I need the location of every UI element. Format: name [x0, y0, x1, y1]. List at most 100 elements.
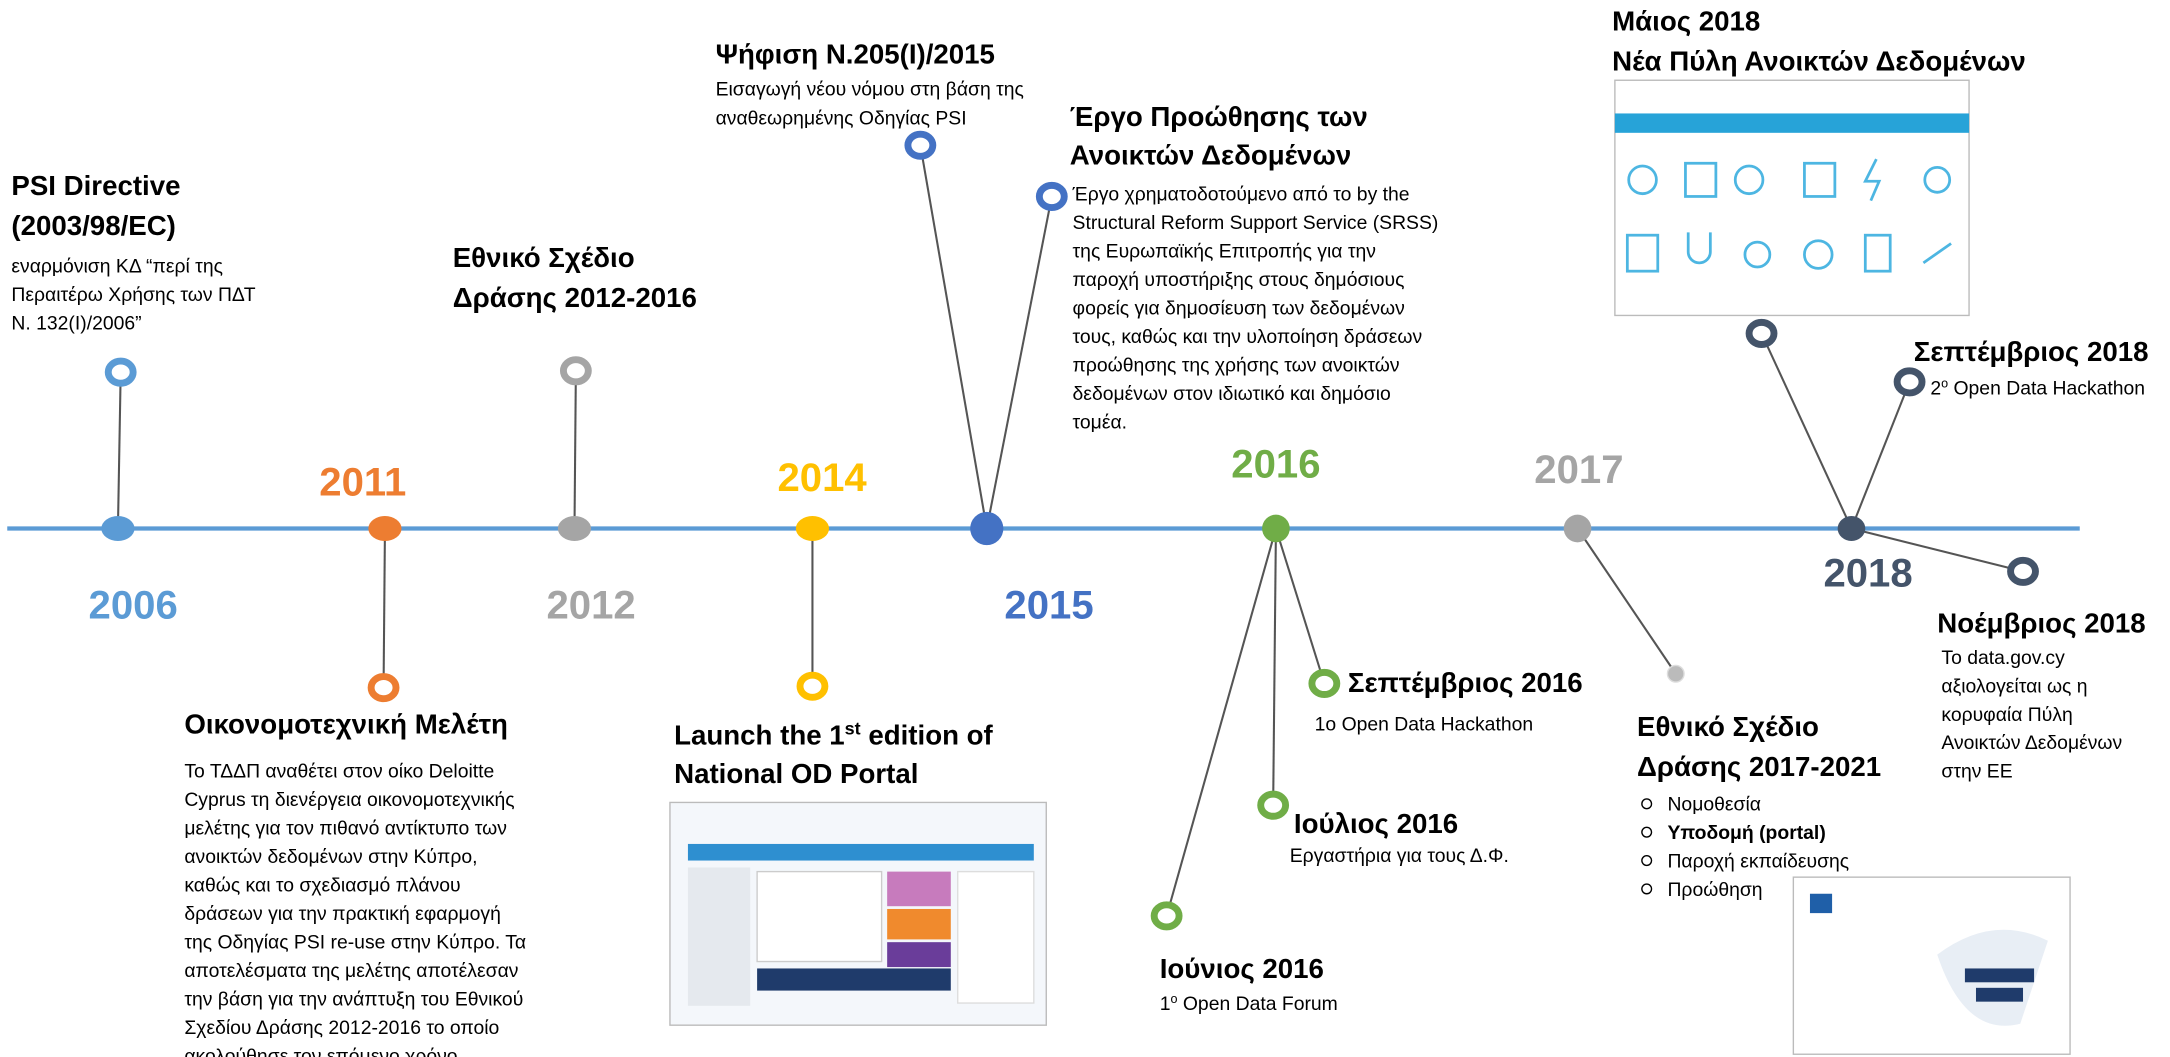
- text-segment: Open Data Hackathon: [1948, 377, 2145, 399]
- connector: [384, 529, 385, 688]
- year-label: 2018: [1823, 551, 1912, 596]
- event-text: Έργο χρηματοδοτούμενο από το by the: [1072, 184, 1410, 206]
- event-text: Υποδομή (portal): [1667, 822, 1825, 844]
- event: Ψήφιση Ν.205(Ι)/2015 Εισαγωγή νέου νόμου …: [716, 39, 1024, 130]
- text-segment: edition of: [861, 719, 994, 750]
- connector-end: [371, 677, 396, 699]
- year-label: 2006: [89, 582, 178, 627]
- event-title: Δράσης 2017-2021: [1637, 751, 1881, 782]
- text-segment: st: [845, 718, 861, 738]
- page: {"years":["2006","2011","2012","2014","2…: [0, 0, 2170, 1057]
- event-text: Το data.gov.cy: [1941, 647, 2065, 669]
- text-segment: ο: [1941, 376, 1948, 390]
- connector-end: [908, 134, 933, 156]
- connector: [987, 196, 1052, 528]
- text-segment: Open Data Forum: [1177, 993, 1337, 1015]
- connector-end: [108, 361, 133, 383]
- event-text: Ν. 132(Ι)/2006”: [11, 313, 141, 335]
- bullet: [1642, 799, 1652, 809]
- event-text: τους, καθώς και την υλοποίηση δράσεων: [1073, 326, 1423, 348]
- event-text: 2ο Open Data Hackathon: [1930, 376, 2145, 399]
- year-label: 2015: [1004, 582, 1093, 627]
- event-text: Νομοθεσία: [1667, 794, 1761, 816]
- connector: [574, 371, 575, 529]
- event-title: Ιούνιος 2016: [1160, 953, 1324, 984]
- event: PSI Directive (2003/98/EC) εναρμόνιση ΚΔ “…: [11, 170, 255, 334]
- bullet: [1642, 884, 1652, 894]
- event-title: Μάιος 2018: [1612, 5, 1760, 36]
- event-title: Νέα Πύλη Ανοικτών Δεδομένων: [1612, 46, 2026, 77]
- event-title: Εθνικό Σχέδιο: [453, 242, 635, 273]
- event-title: Ψήφιση Ν.205(Ι)/2015: [716, 39, 995, 70]
- connector-end: [1261, 794, 1286, 816]
- event: Ιούνιος 2016 1ο Open Data Forum: [1160, 953, 1338, 1015]
- timeline-node: [1564, 515, 1592, 543]
- event-text: Structural Reform Support Service (SRSS): [1073, 212, 1439, 234]
- event-text: Εργαστήρια για τους Δ.Φ.: [1290, 845, 1509, 867]
- event-text: μελέτης για τον πιθανό αντίκτυπο των: [184, 818, 507, 840]
- event: Εθνικό Σχέδιο Δράσης 2017-2021 Νομοθεσία Υπ…: [1637, 711, 1881, 901]
- bullet: [1642, 827, 1652, 837]
- text-segment: ο: [1170, 992, 1177, 1006]
- event-text: Παροχή εκπαίδευσης: [1667, 850, 1849, 872]
- event-text: καθώς και το σχεδιασμό πλάνου: [184, 875, 460, 897]
- connector: [1851, 382, 1909, 529]
- event-title: Έργο Προώθησης των: [1070, 101, 1368, 132]
- event-text: ακολούθησε τον επόμενο χρόνο.: [184, 1046, 463, 1057]
- year-label: 2017: [1534, 447, 1623, 492]
- timeline-node: [1838, 516, 1866, 541]
- event: Launch the 1st edition ofNational OD Por…: [674, 718, 993, 789]
- bullet: [1642, 856, 1652, 866]
- connector-end: [2011, 560, 2036, 582]
- action-plan-document: [1793, 877, 2070, 1054]
- event-text: 1ο Open Data Forum: [1160, 992, 1338, 1015]
- event-text: παροχή υποστήριξης στους δημόσιους: [1073, 269, 1405, 291]
- event-text: Εισαγωγή νέου νόμου στη βάση της: [716, 78, 1024, 100]
- connector: [1276, 529, 1324, 684]
- event: Μάιος 2018 Νέα Πύλη Ανοικτών Δεδομένων: [1612, 5, 2026, 76]
- event: Έργο Προώθησης των Ανοικτών Δεδομένων Έργο…: [1070, 101, 1439, 434]
- event-text: Cyprus τη διενέργεια οικονομοτεχνικής: [184, 789, 514, 811]
- timeline-node: [368, 516, 401, 541]
- text-segment: Launch the 1: [674, 719, 845, 750]
- event-text: της Οδηγίας PSI re-use στην Κύπρο. Τα: [184, 932, 526, 954]
- connector-end: [1667, 665, 1684, 682]
- event-text: εναρμόνιση ΚΔ “περί της: [11, 256, 223, 278]
- event-title: Εθνικό Σχέδιο: [1637, 711, 1819, 742]
- event-title: Δράσης 2012-2016: [453, 282, 697, 313]
- event-text: τομέα.: [1073, 412, 1128, 434]
- connector-end: [1897, 371, 1922, 393]
- text-segment: 2: [1930, 377, 1941, 399]
- event-title: Σεπτέμβριος 2018: [1914, 336, 2149, 367]
- connector-end: [1312, 672, 1337, 694]
- event-title: Σεπτέμβριος 2016: [1348, 667, 1583, 698]
- event-text: Το ΤΔΔΠ αναθέτει στον οίκο Deloitte: [184, 761, 494, 783]
- event-text: δεδομένων στον ιδιωτικό και δημόσιο: [1073, 383, 1391, 405]
- event-text: φορείς για δημοσίευση των δεδομένων: [1073, 298, 1405, 320]
- timeline-node: [101, 516, 134, 541]
- timeline-node: [1262, 515, 1290, 543]
- connector: [1762, 333, 1852, 528]
- event-text: στην ΕΕ: [1941, 761, 2012, 783]
- event-text: Προώθηση: [1667, 879, 1762, 901]
- text-segment: 1: [1160, 993, 1171, 1015]
- connector: [920, 145, 986, 528]
- event-title: Ιούλιος 2016: [1294, 808, 1458, 839]
- event-title: Ανοικτών Δεδομένων: [1070, 140, 1352, 171]
- event-title: Νοέμβριος 2018: [1937, 607, 2145, 638]
- text-segment: Υποδομή (portal): [1667, 822, 1825, 844]
- timeline-node: [558, 516, 591, 541]
- portal-screenshot-2018: [1615, 80, 1969, 315]
- year-label: 2011: [319, 459, 406, 504]
- event: Εθνικό Σχέδιο Δράσης 2012-2016: [453, 242, 697, 313]
- year-label: 2016: [1231, 441, 1320, 486]
- event-text: Σχεδίου Δράσης 2012-2016 το οποίο: [184, 1017, 499, 1039]
- event-title: (2003/98/EC): [11, 210, 176, 241]
- event-title: PSI Directive: [11, 170, 180, 201]
- event: Οικονομοτεχνική Μελέτη Το ΤΔΔΠ αναθέτει σ…: [184, 708, 526, 1057]
- connector-end: [1154, 905, 1179, 927]
- event-title: Οικονομοτεχνική Μελέτη: [184, 708, 508, 739]
- event-text: την βάση για την ανάπτυξη του Εθνικού: [184, 989, 523, 1011]
- portal-screenshot-2014: [670, 802, 1046, 1025]
